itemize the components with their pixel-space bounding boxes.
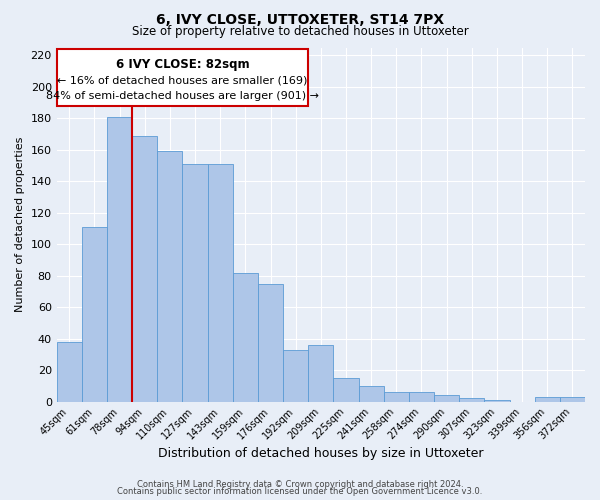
- Bar: [434, 396, 459, 402]
- Bar: [384, 392, 409, 402]
- X-axis label: Distribution of detached houses by size in Uttoxeter: Distribution of detached houses by size …: [158, 447, 484, 460]
- Y-axis label: Number of detached properties: Number of detached properties: [15, 137, 25, 312]
- Bar: [560, 397, 585, 402]
- Bar: [334, 378, 359, 402]
- Bar: [107, 116, 132, 402]
- Text: 6, IVY CLOSE, UTTOXETER, ST14 7PX: 6, IVY CLOSE, UTTOXETER, ST14 7PX: [156, 12, 444, 26]
- Text: 84% of semi-detached houses are larger (901) →: 84% of semi-detached houses are larger (…: [46, 92, 319, 102]
- Bar: [157, 152, 182, 402]
- Text: 6 IVY CLOSE: 82sqm: 6 IVY CLOSE: 82sqm: [116, 58, 249, 71]
- Bar: [82, 227, 107, 402]
- Text: Contains HM Land Registry data © Crown copyright and database right 2024.: Contains HM Land Registry data © Crown c…: [137, 480, 463, 489]
- Bar: [535, 397, 560, 402]
- Bar: [359, 386, 384, 402]
- Bar: [484, 400, 509, 402]
- Bar: [182, 164, 208, 402]
- Bar: [132, 136, 157, 402]
- Bar: [208, 164, 233, 402]
- Bar: [409, 392, 434, 402]
- Text: ← 16% of detached houses are smaller (169): ← 16% of detached houses are smaller (16…: [57, 76, 308, 86]
- Text: Size of property relative to detached houses in Uttoxeter: Size of property relative to detached ho…: [131, 25, 469, 38]
- Text: Contains public sector information licensed under the Open Government Licence v3: Contains public sector information licen…: [118, 487, 482, 496]
- Bar: [258, 284, 283, 402]
- Bar: [308, 345, 334, 402]
- Bar: [56, 342, 82, 402]
- Bar: [459, 398, 484, 402]
- FancyBboxPatch shape: [56, 49, 308, 106]
- Bar: [283, 350, 308, 402]
- Bar: [233, 272, 258, 402]
